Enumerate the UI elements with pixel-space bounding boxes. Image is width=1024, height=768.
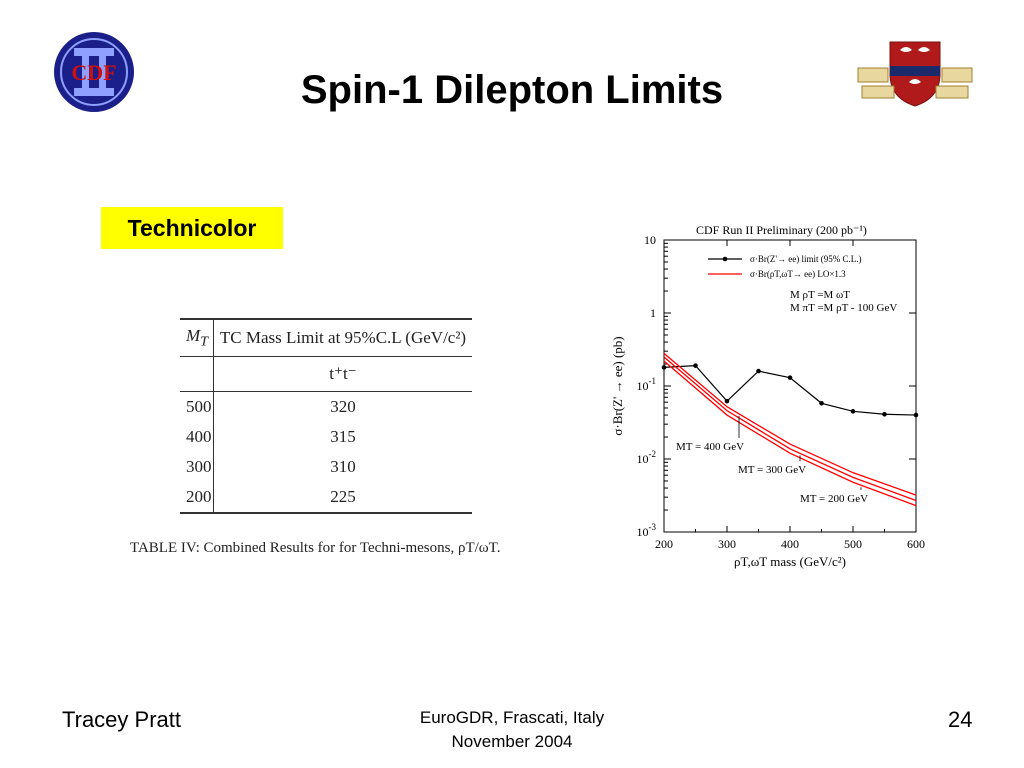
- x-tick-label: 500: [844, 537, 862, 551]
- data-point: [882, 411, 887, 417]
- data-point: [724, 398, 730, 404]
- curve-label: MT = 400 GeV: [676, 441, 744, 453]
- limit-cell: 315: [213, 422, 472, 452]
- mt-cell: 200: [186, 487, 212, 506]
- y-tick-label: 10-2: [637, 449, 657, 466]
- footer-author: Tracey Pratt: [62, 707, 181, 732]
- x-tick-label: 400: [781, 537, 799, 551]
- slide-title: Spin-1 Dilepton Limits: [300, 68, 724, 112]
- theory-curve: [663, 352, 917, 496]
- dilepton-limit-chart: CDF Run II Preliminary (200 pb⁻¹) 200 300 4…: [610, 223, 925, 569]
- table-subheader-row: t⁺t⁻: [180, 357, 472, 392]
- table-caption: TABLE IV: Combined Results for for Techn…: [130, 540, 501, 556]
- y-axis-label: σ·Br(Z' → ee) (pb): [610, 336, 625, 435]
- table-row: 500 320: [180, 392, 472, 422]
- cdf-logo: CDF: [52, 30, 136, 114]
- footer-event: EuroGDR, Frascati, Italy November 2004: [362, 706, 662, 754]
- table-row: 200 225: [180, 482, 472, 514]
- theory-curve: [663, 360, 917, 507]
- mass-limit-table: MT TC Mass Limit at 95%C.L (GeV/c²) t⁺t⁻…: [180, 318, 472, 514]
- data-point: [661, 365, 667, 370]
- x-tick-label: 300: [718, 537, 736, 551]
- limit-cell: 310: [213, 452, 472, 482]
- y-tick-label: 10-1: [637, 376, 657, 393]
- legend-marker: [722, 256, 728, 262]
- data-point: [913, 412, 919, 418]
- data-point: [819, 400, 824, 406]
- col1-header: MT: [186, 325, 209, 350]
- logo-text: CDF: [71, 60, 116, 85]
- table-row: 400 315: [180, 422, 472, 452]
- technicolor-label: Technicolor: [101, 207, 283, 249]
- data-point: [693, 363, 698, 368]
- x-tick-label: 200: [655, 537, 673, 551]
- chart-title: CDF Run II Preliminary (200 pb⁻¹): [696, 223, 867, 237]
- curve-label: MT = 300 GeV: [738, 464, 806, 476]
- table-row: 300 310: [180, 452, 472, 482]
- mass-relation-annotation: M ρT =M ωT: [790, 289, 850, 301]
- data-point: [787, 375, 793, 380]
- y-tick-label: 10-3: [637, 522, 657, 539]
- theory-curve: [663, 356, 917, 502]
- x-axis-label: ρT,ωT mass (GeV/c²): [734, 554, 846, 569]
- mass-relation-annotation: M πT =M ρT - 100 GeV: [790, 302, 897, 314]
- col2-header: TC Mass Limit at 95%C.L (GeV/c²): [213, 320, 472, 356]
- limit-cell: 225: [213, 482, 472, 512]
- y-tick-label: 1: [650, 306, 656, 320]
- mt-cell: 500: [186, 397, 212, 416]
- table-header-row: MT TC Mass Limit at 95%C.L (GeV/c²): [180, 318, 472, 357]
- university-crest-logo: [856, 36, 974, 108]
- limit-line: [663, 365, 917, 416]
- mt-cell: 400: [186, 427, 212, 446]
- legend-entry: σ·Br(ρT,ωT→ ee) LO×1.3: [750, 269, 846, 279]
- page-number: 24: [948, 707, 973, 732]
- y-tick-label: 10: [644, 233, 656, 247]
- legend-entry: σ·Br(Z'→ ee) limit (95% C.L.): [750, 254, 861, 264]
- footer-event-line1: EuroGDR, Frascati, Italy: [419, 708, 605, 727]
- x-tick-label: 600: [907, 537, 925, 551]
- footer-event-line2: November 2004: [451, 732, 573, 751]
- curve-label: MT = 200 GeV: [800, 493, 868, 505]
- data-point: [756, 368, 761, 374]
- mt-cell: 300: [186, 457, 212, 476]
- col2-subheader: t⁺t⁻: [213, 357, 472, 391]
- limit-cell: 320: [213, 392, 472, 422]
- data-point: [850, 409, 856, 414]
